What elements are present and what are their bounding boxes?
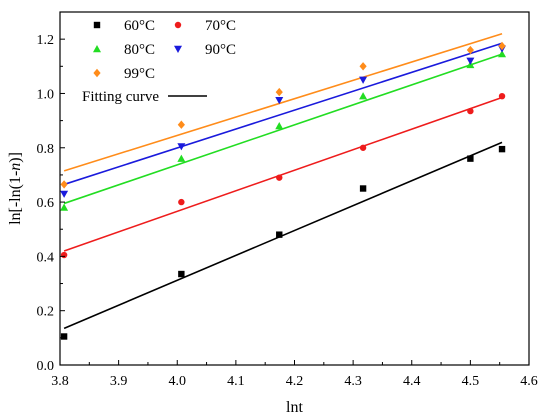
y-axis-label-italic: n: [7, 163, 24, 171]
point-90C: [60, 190, 69, 198]
y-axis-label-prefix: ln[-ln(1-: [7, 171, 24, 225]
x-tick-label: 4.0: [169, 374, 187, 389]
legend-label-70C: 70°C: [205, 18, 236, 34]
fit-line-70C: [63, 96, 503, 252]
point-99C: [60, 180, 68, 189]
legend-marker-90C: [174, 45, 182, 53]
point-70C: [60, 251, 68, 259]
y-tick-label: 1.2: [37, 33, 55, 48]
x-tick-label: 3.8: [51, 374, 69, 389]
point-90C: [359, 76, 368, 84]
legend-label-99C: 99°C: [124, 66, 155, 82]
point-70C: [276, 174, 283, 181]
point-99C: [498, 41, 506, 51]
point-60C: [276, 231, 283, 238]
y-tick-label: 0.6: [37, 196, 55, 211]
y-axis-label-suffix: )]: [7, 152, 24, 163]
plot-frame: [59, 11, 530, 366]
point-99C: [466, 45, 474, 55]
x-axis-label: lnt: [286, 399, 303, 416]
legend-label-60C: 60°C: [124, 18, 155, 34]
fitting-lines: [63, 32, 503, 330]
x-tick-label: 4.5: [462, 374, 480, 389]
legend-label-90C: 90°C: [205, 42, 236, 58]
point-70C: [498, 92, 506, 100]
x-tick-label: 4.4: [403, 374, 421, 389]
point-80C: [60, 203, 69, 211]
fit-line-90C: [63, 42, 503, 186]
point-70C: [467, 107, 474, 115]
legend-marker-80C: [93, 45, 101, 53]
point-60C: [60, 333, 68, 340]
point-70C: [178, 198, 185, 206]
y-tick-label: 0.8: [37, 142, 55, 157]
fit-line-80C: [63, 53, 503, 205]
x-axis-ticks: 3.8 3.9 4.0 4.1 4.2 4.3 4.4 4.5 4.6: [51, 360, 538, 389]
legend-label-80C: 80°C: [124, 42, 155, 58]
point-99C: [275, 87, 283, 97]
point-80C: [177, 154, 186, 162]
x-tick-label: 4.2: [286, 374, 304, 389]
point-80C: [275, 122, 284, 130]
point-90C: [275, 97, 284, 105]
y-axis-ticks: 0.0 0.2 0.4 0.6 0.8 1.0 1.2: [37, 11, 65, 374]
y-tick-label: 0.4: [37, 250, 55, 265]
point-90C: [466, 57, 475, 65]
y-tick-label: 0.0: [37, 359, 55, 374]
legend-marker-60C: [93, 21, 101, 29]
point-99C: [359, 62, 367, 71]
legend-marker-99C: [93, 68, 101, 78]
point-60C: [467, 155, 474, 162]
legend-fit-label: Fitting curve: [82, 89, 159, 105]
x-tick-label: 4.3: [344, 374, 362, 389]
point-60C: [498, 145, 506, 153]
point-80C: [498, 50, 507, 58]
point-60C: [359, 185, 367, 192]
legend: Fitting curve 60°C 70°C 80°C 90°C 99°C: [82, 18, 236, 105]
point-60C: [178, 270, 185, 278]
y-axis-label: ln[-ln(1-n)]: [7, 152, 24, 225]
data-points: [60, 41, 507, 340]
x-tick-label: 4.6: [520, 374, 538, 389]
point-80C: [359, 92, 368, 100]
fit-line-99C: [63, 32, 503, 172]
x-tick-label: 3.9: [110, 374, 128, 389]
x-tick-label: 4.1: [227, 374, 245, 389]
point-90C: [177, 143, 186, 151]
legend-marker-70C: [174, 21, 182, 29]
y-tick-label: 1.0: [37, 87, 55, 102]
point-99C: [177, 120, 185, 129]
fit-line-60C: [63, 141, 503, 330]
point-70C: [359, 144, 367, 151]
y-tick-label: 0.2: [37, 305, 55, 320]
